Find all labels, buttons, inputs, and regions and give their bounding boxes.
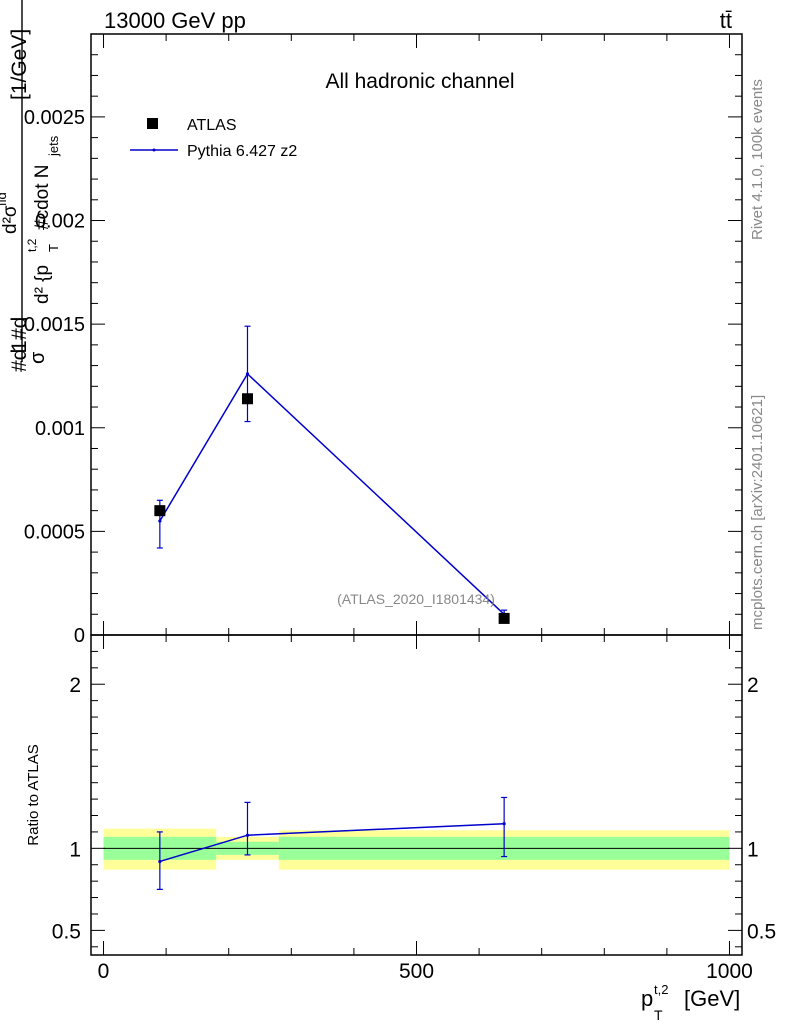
atlas-point [154,505,166,517]
pythia-point [158,519,162,523]
main-ytick-label: 0.0025 [24,107,85,129]
ratio-frame [90,634,743,956]
main-ytick-label: 0.001 [35,418,85,440]
ratio-ytick-label-right: 2 [747,674,759,697]
ylabel-one: 1 [8,340,31,352]
ratio-ytick-label: 2 [69,674,81,697]
xlabel-sub: T [654,1007,663,1023]
ylabel-sigma: σ [27,351,49,364]
main-ytick-label: 0.0015 [24,314,85,336]
ratio-panel-content [156,796,508,890]
ylabel-prefix: #d [8,349,31,372]
rivet-label: Rivet 4.1.0, 100k events [749,79,766,240]
ratio-pythia-point [502,822,506,826]
ylabel-fid: fid [0,192,9,206]
main-ytick-label: 0 [74,625,85,647]
watermark: (ATLAS_2020_I1801434) [337,591,495,607]
ylabel-t2: t,2 [25,238,39,252]
atlas-point [241,393,253,405]
legend-atlas-marker [147,118,158,129]
legend-pythia-label: Pythia 6.427 z2 [187,143,297,160]
header-left: 13000 GeV pp [104,8,246,33]
ratio-ytick-label: 0.5 [52,920,81,943]
main-axis-ticks: 0 0.0005 0.001 0.0015 0.002 0.0025 [24,33,742,647]
legend-pythia-marker [152,148,156,152]
main-ytick-label: 0.0005 [24,521,85,543]
ylabel-cdot: #cdot N [32,165,53,230]
ratio-ytick-label: 1 [69,838,81,861]
xtick-label: 1000 [706,960,753,983]
atlas-point [498,612,510,624]
ylabel-unit: [1/GeV] [8,29,31,100]
ratio-ytick-label-right: 1 [747,838,759,861]
xlabel-sup: t,2 [654,982,668,997]
ratio-pythia-point [245,833,250,837]
ratio-bands [103,828,730,870]
xlabel-p: p [641,986,653,1011]
ylabel-T: T [46,244,61,252]
ratio-ylabel: Ratio to ATLAS [25,744,42,845]
pythia-point [245,372,250,376]
ratio-axis-ticks: 0.5 0.5 1 1 2 2 0 500 1000 [52,634,776,983]
x-axis-label: p t,2 T [GeV] [641,982,740,1023]
main-series [154,325,510,624]
ylabel-jets: jets [46,135,61,157]
mcplots-label: mcplots.cern.ch [arXiv:2401.10621] [749,395,766,630]
ylabel-denom: d² {p [32,265,53,304]
chart-title: All hadronic channel [325,70,514,93]
pythia-line [159,372,505,615]
main-ylabel: #d 1 #d σ d²σ fid d² {p t,2 T #cdot N je… [0,0,61,372]
header-right: tt̄ [720,8,732,33]
main-ytick-label: 0.002 [35,211,85,233]
ylabel-hash-d: #d [8,317,31,340]
ratio-pythia-point [158,859,162,864]
xtick-label: 0 [98,960,110,983]
ylabel-num: d²σ [0,205,21,234]
ratio-ytick-label-right: 0.5 [747,920,776,943]
legend-atlas-label: ATLAS [187,117,237,134]
xlabel-unit: [GeV] [684,986,740,1011]
xtick-label: 500 [399,960,434,983]
